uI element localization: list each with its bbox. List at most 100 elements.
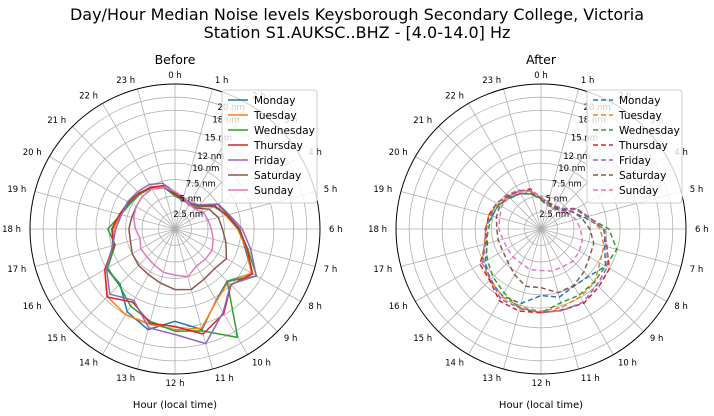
after-polar-frame — [395, 83, 687, 375]
before-theta-gridline — [174, 228, 301, 302]
after-legend-label-wednesday: Wednesday — [619, 125, 680, 137]
after-theta-tick-label: 16 h — [389, 302, 408, 312]
before-theta-gridline — [102, 228, 176, 355]
after-theta-gridline — [468, 103, 542, 230]
after-legend-label-tuesday: Tuesday — [618, 110, 662, 122]
after-theta-tick-label: 6 h — [695, 225, 709, 235]
before-theta-tick-label: 7 h — [324, 265, 338, 275]
after-theta-gridline — [400, 191, 542, 230]
before-legend-label-wednesday: Wednesday — [254, 125, 315, 137]
after-legend-label-sunday: Sunday — [619, 185, 658, 197]
before-theta-gridline — [102, 103, 176, 230]
after-series-wednesday — [485, 192, 618, 314]
before-theta-tick-label: 20 h — [23, 148, 42, 158]
before-theta-tick-label: 11 h — [215, 374, 234, 384]
before-theta-tick-label: 8 h — [308, 302, 322, 312]
before-theta-tick-label: 23 h — [116, 76, 135, 86]
before-theta-gridline — [137, 88, 176, 230]
after-legend-label-monday: Monday — [619, 95, 660, 107]
before-r-tick-label: 5 nm — [180, 195, 202, 205]
after-x-axis-label: Hour (local time) — [499, 400, 583, 411]
after-theta-tick-label: 5 h — [690, 185, 704, 195]
after-legend-label-saturday: Saturday — [619, 170, 666, 182]
after-theta-gridline — [503, 228, 542, 370]
before-r-tick-label: 12 nm — [197, 152, 224, 162]
after-theta-gridline — [540, 228, 682, 267]
before-legend-label-monday: Monday — [254, 95, 295, 107]
after-theta-gridline — [540, 228, 644, 332]
before-theta-tick-label: 5 h — [324, 185, 338, 195]
before-theta-gridline — [72, 228, 176, 332]
before-theta-tick-label: 1 h — [215, 76, 229, 86]
before-theta-tick-label: 16 h — [23, 302, 42, 312]
after-legend-label-thursday: Thursday — [618, 140, 668, 152]
before-theta-gridline — [72, 126, 176, 230]
before-r-tick-label: 15 nm — [205, 134, 232, 144]
before-theta-gridline — [174, 228, 248, 355]
after-theta-tick-label: 20 h — [389, 148, 408, 158]
after-theta-tick-label: 9 h — [650, 334, 664, 344]
before-theta-gridline — [49, 228, 176, 302]
after-series-saturday — [495, 192, 595, 294]
after-r-tick-label: 15 nm — [571, 134, 598, 144]
after-theta-gridline — [540, 228, 614, 355]
before-legend-label-thursday: Thursday — [253, 140, 303, 152]
before-theta-gridline — [174, 88, 213, 230]
before-theta-gridline — [49, 156, 176, 230]
before-r-tick-label: 7.5 nm — [186, 179, 216, 189]
after-theta-tick-label: 18 h — [368, 225, 387, 235]
after-theta-tick-label: 11 h — [581, 374, 600, 384]
after-theta-gridline — [468, 228, 542, 355]
after-theta-tick-label: 22 h — [445, 92, 464, 102]
before-theta-tick-label: 19 h — [7, 185, 26, 195]
after-theta-tick-label: 13 h — [482, 374, 501, 384]
before-panel-title: Before — [155, 52, 196, 67]
before-polar-frame — [29, 83, 321, 375]
before-legend-label-sunday: Sunday — [254, 185, 293, 197]
before-theta-gridline — [174, 228, 213, 370]
after-theta-tick-label: 0 h — [534, 71, 548, 81]
before-theta-tick-label: 15 h — [47, 334, 66, 344]
after-theta-gridline — [415, 228, 542, 302]
before-legend-label-friday: Friday — [254, 155, 286, 167]
after-theta-tick-label: 23 h — [482, 76, 501, 86]
after-legend: Monday Tuesday Wednesday Thursday Friday Satu… — [586, 89, 683, 204]
before-r-tick-label: 2.5 nm — [173, 210, 203, 220]
before-theta-gridline — [137, 228, 176, 370]
after-theta-tick-label: 12 h — [532, 379, 551, 389]
before-theta-tick-label: 12 h — [166, 379, 185, 389]
before-legend: Monday Tuesday Wednesday Thursday Friday Satu… — [221, 89, 318, 204]
before-theta-tick-label: 6 h — [329, 225, 343, 235]
after-r-tick-label: 10 nm — [558, 164, 585, 174]
after-theta-gridline — [400, 228, 542, 267]
after-theta-gridline — [540, 228, 667, 302]
after-r-tick-label: 7.5 nm — [552, 179, 582, 189]
before-theta-tick-label: 10 h — [252, 358, 271, 368]
after-theta-tick-label: 15 h — [413, 334, 432, 344]
before-theta-gridline — [174, 228, 278, 332]
after-theta-gridline — [503, 88, 542, 230]
after-r-tick-label: 5 nm — [546, 195, 568, 205]
before-theta-tick-label: 22 h — [79, 92, 98, 102]
after-r-tick-label: 2.5 nm — [539, 210, 569, 220]
after-theta-tick-label: 10 h — [618, 358, 637, 368]
figure-title-line-1: Day/Hour Median Noise levels Keysborough… — [69, 5, 645, 24]
before-theta-tick-label: 17 h — [7, 265, 26, 275]
after-theta-tick-label: 7 h — [690, 265, 704, 275]
after-r-tick-label: 12 nm — [563, 152, 590, 162]
after-theta-gridline — [438, 126, 542, 230]
before-theta-tick-label: 9 h — [284, 334, 298, 344]
after-theta-gridline — [540, 228, 579, 370]
after-theta-tick-label: 17 h — [373, 265, 392, 275]
before-theta-tick-label: 14 h — [79, 358, 98, 368]
before-theta-gridline — [34, 191, 176, 230]
after-theta-tick-label: 8 h — [674, 302, 688, 312]
before-theta-tick-label: 0 h — [168, 71, 182, 81]
after-theta-tick-label: 14 h — [445, 358, 464, 368]
after-panel-title: After — [526, 52, 557, 67]
after-theta-tick-label: 1 h — [581, 76, 595, 86]
before-theta-gridline — [34, 228, 176, 267]
